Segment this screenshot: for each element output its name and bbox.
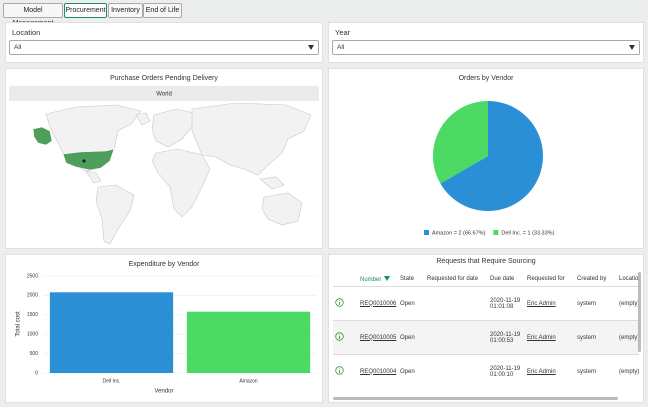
table-cell: [425, 320, 488, 355]
table: Number State Requested for date Due date Req…: [333, 272, 639, 388]
table-cell: system: [575, 320, 617, 355]
table-cell: system: [575, 354, 617, 388]
x-axis-label: Vendor: [154, 389, 173, 395]
table-cell: [425, 286, 488, 321]
table-cell: Open: [398, 354, 425, 388]
header-cell[interactable]: Requested for date: [427, 276, 479, 282]
table-panel: Requests that Require Sourcing Number Sta…: [328, 254, 644, 403]
info-icon[interactable]: [335, 366, 344, 375]
filter-panel: Year All: [328, 22, 644, 63]
filter-label: Year: [335, 28, 351, 37]
header-cell[interactable]: Number: [358, 272, 398, 287]
header-cell[interactable]: State: [400, 276, 415, 282]
table-cell: 2020-11-19 01:01:08: [488, 286, 525, 321]
table-cell: (empty): [617, 320, 639, 355]
table-cell: Open: [398, 286, 425, 321]
link[interactable]: REQ0010004: [360, 368, 397, 375]
info-icon[interactable]: [335, 298, 344, 307]
sort-arrow: [384, 275, 391, 281]
scrollbar[interactable]: [333, 397, 618, 400]
table-row: REQ0010006 Open 2020-11-19 01:01:08 Eric Ad…: [333, 286, 639, 321]
y-tick-label: 500: [30, 351, 39, 357]
pie-slice: [440, 101, 543, 211]
table-cell: Eric Admin: [525, 286, 575, 321]
table-cell: (empty): [617, 286, 639, 321]
table-cell: REQ0010005: [358, 320, 398, 355]
table-cell: Open: [398, 320, 425, 355]
header-cell[interactable]: Created by: [577, 276, 607, 282]
select-value: All: [337, 44, 345, 51]
map-header-label: World: [156, 92, 172, 98]
world-map: [45, 102, 312, 245]
info-cell: [333, 354, 358, 388]
y-tick-label: 1000: [27, 332, 38, 338]
y-tick-label: 2000: [27, 293, 38, 299]
link[interactable]: Eric Admin: [527, 334, 556, 341]
widget-title: Purchase Orders Pending Delivery: [110, 75, 218, 82]
table-cell: REQ0010004: [358, 354, 398, 388]
x-tick-label: Dell Inc.: [102, 378, 120, 384]
tab[interactable]: Inventory: [108, 3, 143, 18]
table-cell: (empty): [617, 354, 639, 388]
tab[interactable]: Procurement: [64, 3, 107, 18]
header-cell: [333, 272, 358, 287]
bar: [186, 311, 311, 373]
table-cell: 2020-11-19 01:00:10: [488, 354, 525, 388]
info-cell: [333, 286, 358, 321]
legend-label: Amazon = 2 (66.67%): [432, 230, 486, 236]
header-cell[interactable]: Due date: [490, 276, 515, 282]
table-row: REQ0010004 Open 2020-11-19 01:00:10 Eric Ad…: [333, 354, 639, 388]
y-tick-label: 1500: [27, 312, 38, 318]
select-value: All: [14, 44, 22, 51]
table-cell: Eric Admin: [525, 354, 575, 388]
link[interactable]: REQ0010006: [360, 300, 397, 307]
info-icon[interactable]: [335, 332, 344, 341]
link[interactable]: Eric Admin: [527, 300, 556, 307]
widget-title: Requests that Require Sourcing: [436, 258, 536, 265]
link[interactable]: REQ0010005: [360, 334, 397, 341]
table-row: REQ0010005 Open 2020-11-19 01:00:53 Eric Ad…: [333, 320, 639, 355]
bar: [49, 292, 174, 373]
table-cell: REQ0010006: [358, 286, 398, 321]
link[interactable]: Eric Admin: [527, 368, 556, 375]
legend-swatch: [493, 230, 499, 235]
filter-panel: Location All: [5, 22, 323, 63]
table-cell: system: [575, 286, 617, 321]
dropdown-arrow: [308, 45, 314, 50]
filter-label: Location: [12, 28, 41, 37]
bar-panel: Expenditure by Vendor Vendor Total cost …: [5, 254, 323, 403]
tab[interactable]: End of Life: [143, 3, 182, 18]
legend-label: Dell Inc. = 1 (33.33%): [501, 230, 554, 236]
map-region-highlight[interactable]: [32, 126, 53, 146]
select[interactable]: All: [332, 40, 640, 55]
header-cell[interactable]: Location: [619, 276, 639, 282]
header-cell[interactable]: Requested for: [527, 276, 565, 282]
scrollbar[interactable]: [638, 272, 641, 352]
y-axis-label: Total cost: [16, 311, 22, 337]
map-region-highlight[interactable]: [62, 148, 115, 171]
pie-panel: Orders by Vendor Amazon = 2 (66.67%) Dell…: [328, 68, 644, 249]
map-header: [9, 86, 319, 101]
map-marker[interactable]: [82, 159, 86, 163]
table-cell: [425, 354, 488, 388]
widget-title: Orders by Vendor: [459, 75, 515, 82]
map-panel: Purchase Orders Pending Delivery World: [5, 68, 323, 249]
x-tick-label: Amazon: [239, 378, 258, 384]
widget-title: Expenditure by Vendor: [129, 261, 200, 268]
table-cell: Eric Admin: [525, 320, 575, 355]
legend-swatch: [424, 230, 429, 235]
info-cell: [333, 320, 358, 355]
tab[interactable]: Model Management: [3, 3, 63, 27]
y-tick-label: 0: [35, 370, 38, 376]
dropdown-arrow: [629, 45, 635, 50]
table-cell: 2020-11-19 01:00:53: [488, 320, 525, 355]
y-tick-label: 2500: [27, 273, 38, 279]
select[interactable]: All: [9, 40, 319, 55]
table-viewport: Number State Requested for date Due date Req…: [333, 272, 639, 397]
pie-slice: [433, 101, 488, 184]
